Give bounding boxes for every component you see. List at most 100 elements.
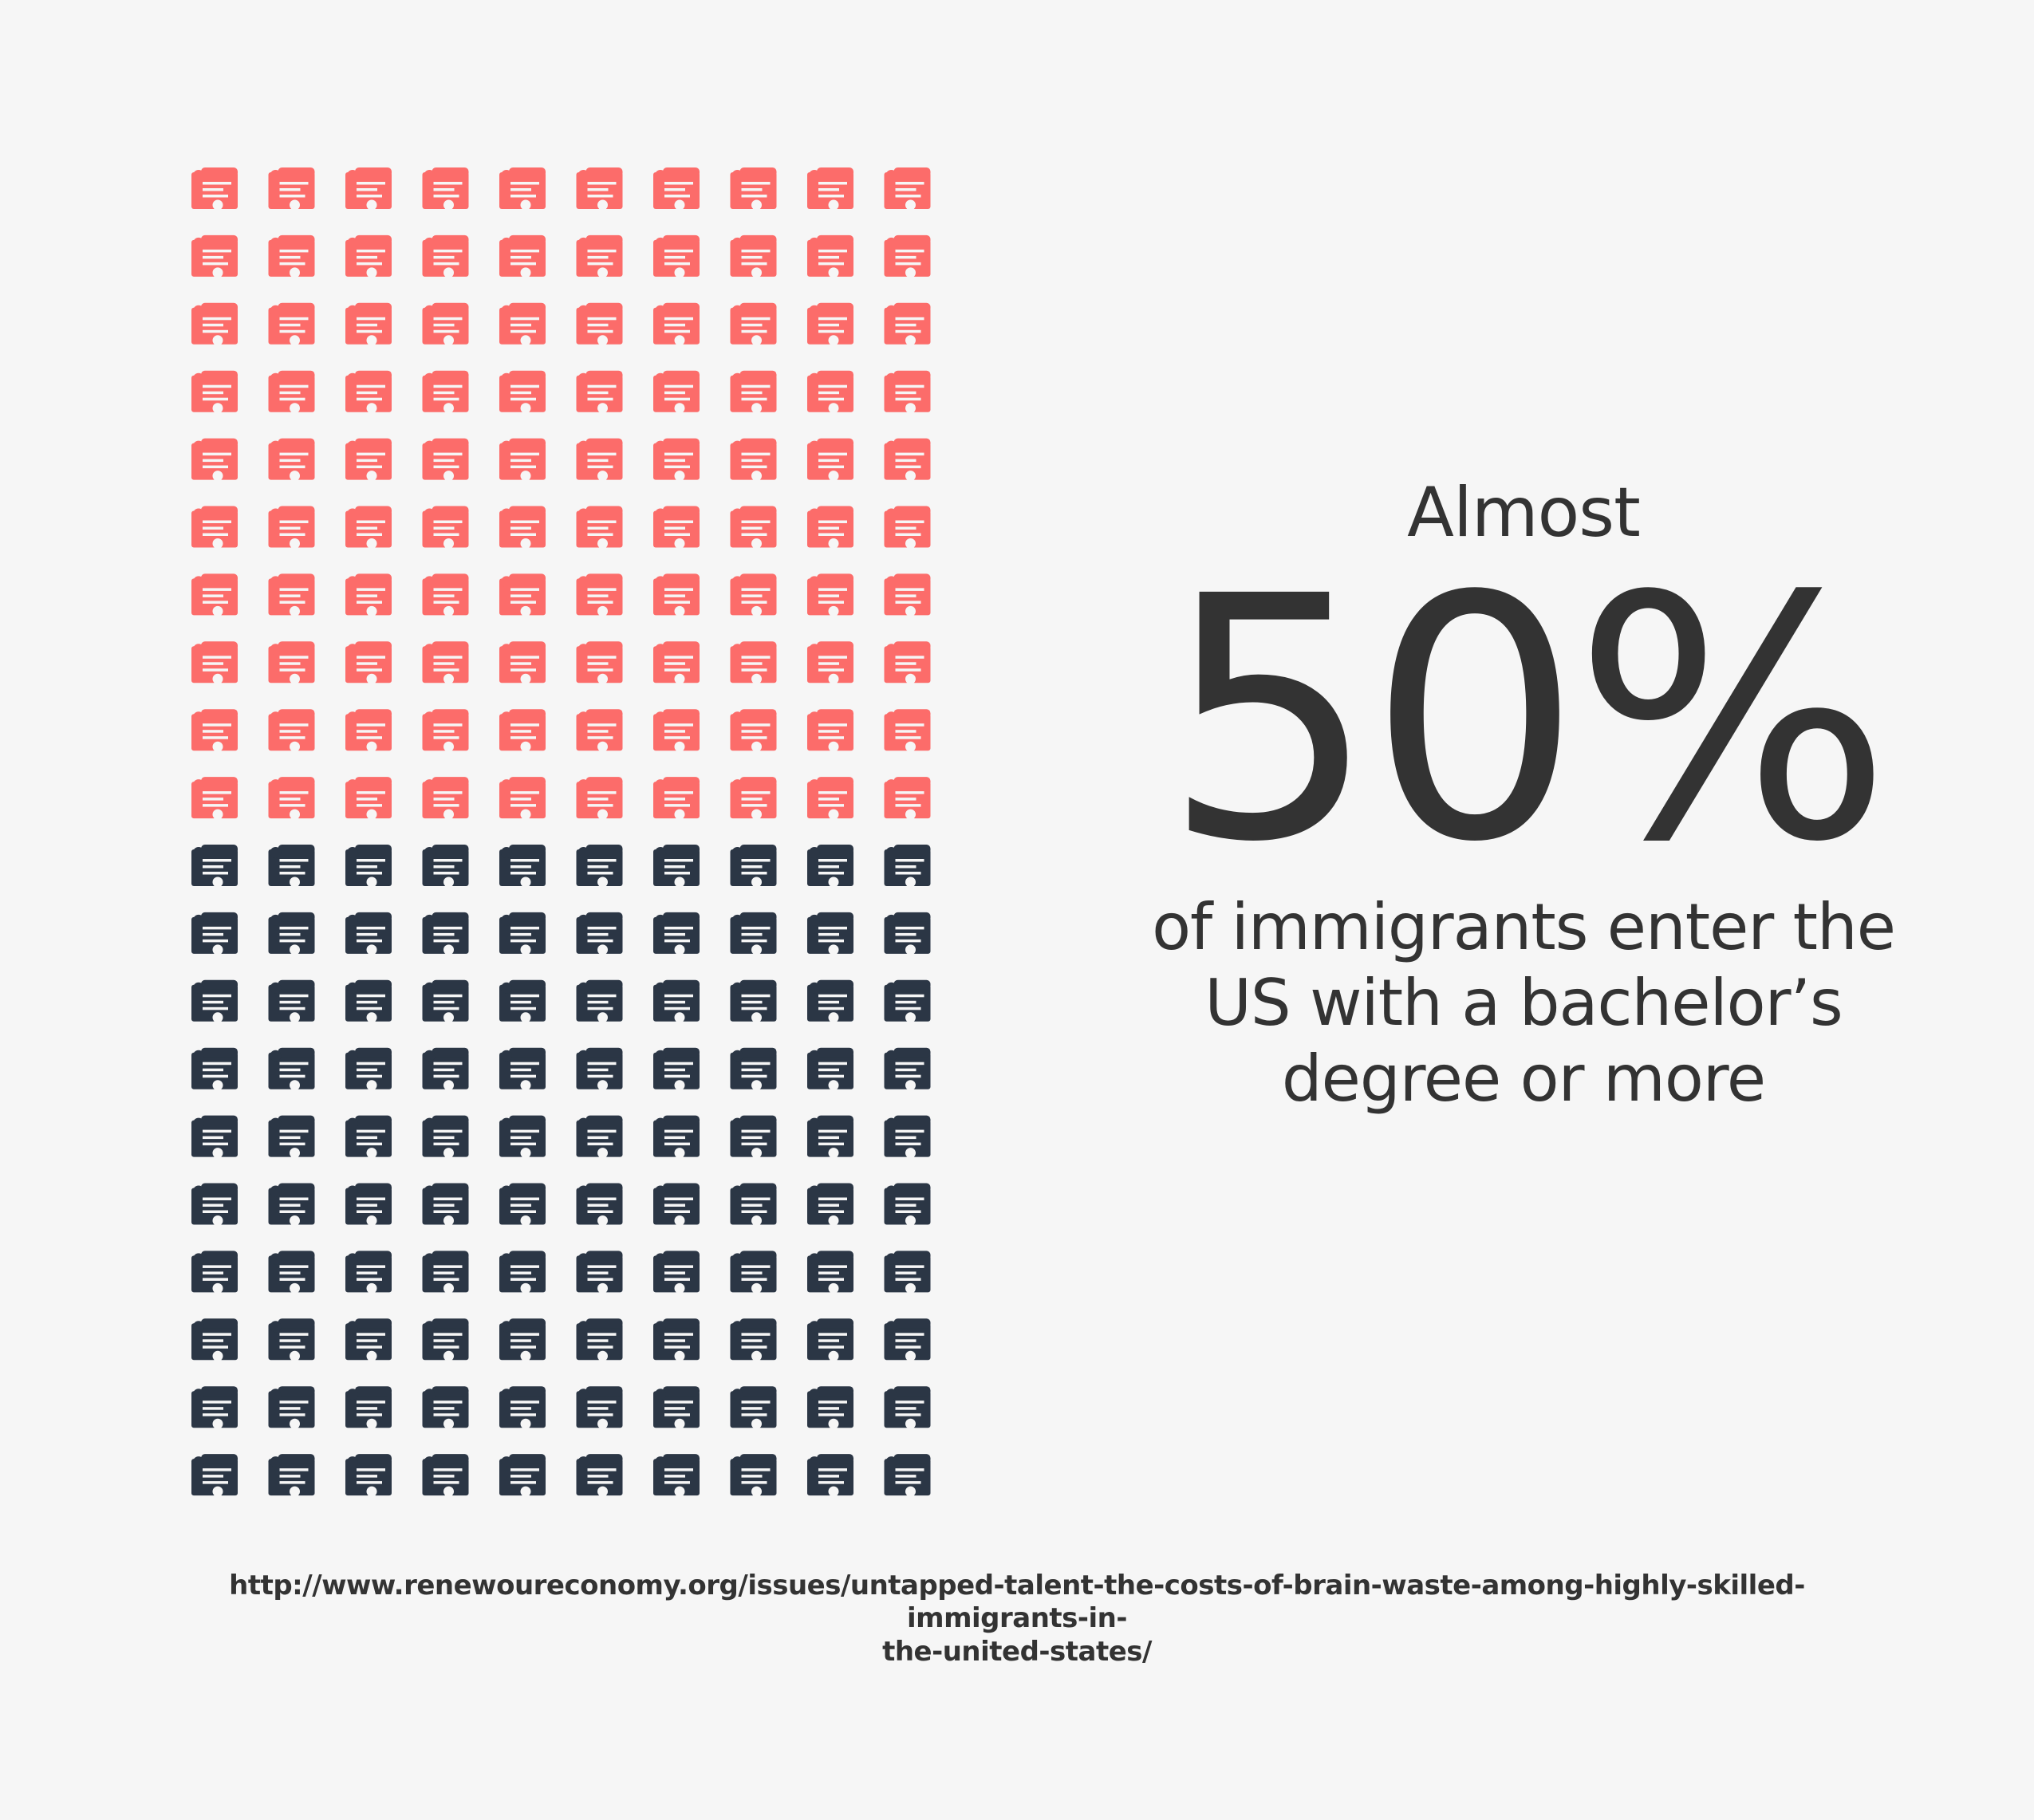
highlighted-diploma-icon [422, 302, 469, 351]
base-diploma-icon [191, 1047, 238, 1096]
waffle-chart [191, 167, 931, 1503]
base-diploma-icon [653, 1318, 700, 1367]
highlighted-diploma-icon [268, 438, 315, 487]
base-diploma-icon [653, 979, 700, 1028]
base-diploma-icon [576, 1251, 623, 1299]
highlighted-diploma-icon [730, 573, 777, 622]
highlighted-diploma-icon [653, 234, 700, 283]
base-diploma-icon [268, 979, 315, 1028]
highlighted-diploma-icon [653, 506, 700, 554]
highlighted-diploma-icon [730, 167, 777, 215]
base-diploma-icon [422, 1047, 469, 1096]
base-diploma-icon [576, 1386, 623, 1435]
highlighted-diploma-icon [422, 573, 469, 622]
highlighted-diploma-icon [345, 438, 392, 487]
base-diploma-icon [191, 1115, 238, 1164]
base-diploma-icon [884, 979, 931, 1028]
base-diploma-icon [884, 1454, 931, 1503]
highlighted-diploma-icon [191, 302, 238, 351]
highlighted-diploma-icon [807, 438, 853, 487]
base-diploma-icon [422, 1183, 469, 1231]
base-diploma-icon [191, 912, 238, 960]
highlighted-diploma-icon [576, 573, 623, 622]
highlighted-diploma-icon [884, 234, 931, 283]
highlighted-diploma-icon [422, 777, 469, 825]
highlighted-diploma-icon [576, 777, 623, 825]
highlighted-diploma-icon [884, 777, 931, 825]
highlighted-diploma-icon [576, 641, 623, 690]
base-diploma-icon [268, 845, 315, 892]
base-diploma-icon [807, 1386, 853, 1435]
base-diploma-icon [807, 912, 853, 960]
highlighted-diploma-icon [730, 506, 777, 554]
highlighted-diploma-icon [499, 573, 546, 622]
base-diploma-icon [884, 912, 931, 960]
highlighted-diploma-icon [268, 709, 315, 758]
highlighted-diploma-icon [730, 234, 777, 283]
highlighted-diploma-icon [499, 370, 546, 419]
highlighted-diploma-icon [576, 167, 623, 215]
base-diploma-icon [499, 1047, 546, 1096]
highlighted-diploma-icon [499, 777, 546, 825]
highlighted-diploma-icon [653, 167, 700, 215]
highlighted-diploma-icon [268, 234, 315, 283]
base-diploma-icon [576, 912, 623, 960]
base-diploma-icon [807, 1047, 853, 1096]
base-diploma-icon [422, 845, 469, 892]
base-diploma-icon [807, 1318, 853, 1367]
base-diploma-icon [653, 912, 700, 960]
highlighted-diploma-icon [499, 709, 546, 758]
highlighted-diploma-icon [499, 641, 546, 690]
base-diploma-icon [345, 1251, 392, 1299]
base-diploma-icon [345, 1386, 392, 1435]
highlighted-diploma-icon [191, 641, 238, 690]
highlighted-diploma-icon [422, 370, 469, 419]
base-diploma-icon [422, 1386, 469, 1435]
base-diploma-icon [576, 979, 623, 1028]
highlighted-diploma-icon [576, 302, 623, 351]
highlighted-diploma-icon [422, 234, 469, 283]
base-diploma-icon [653, 1115, 700, 1164]
base-diploma-icon [576, 1115, 623, 1164]
highlighted-diploma-icon [268, 573, 315, 622]
base-diploma-icon [884, 1318, 931, 1367]
highlighted-diploma-icon [807, 573, 853, 622]
base-diploma-icon [268, 1047, 315, 1096]
highlighted-diploma-icon [884, 370, 931, 419]
base-diploma-icon [499, 979, 546, 1028]
base-diploma-icon [653, 1251, 700, 1299]
base-diploma-icon [499, 1251, 546, 1299]
highlighted-diploma-icon [422, 167, 469, 215]
highlighted-diploma-icon [884, 641, 931, 690]
highlighted-diploma-icon [653, 370, 700, 419]
highlighted-diploma-icon [884, 709, 931, 758]
highlighted-diploma-icon [884, 302, 931, 351]
highlighted-diploma-icon [345, 506, 392, 554]
base-diploma-icon [268, 1318, 315, 1367]
highlighted-diploma-icon [653, 302, 700, 351]
base-diploma-icon [345, 1115, 392, 1164]
highlighted-diploma-icon [807, 709, 853, 758]
highlighted-diploma-icon [499, 438, 546, 487]
base-diploma-icon [268, 1115, 315, 1164]
highlighted-diploma-icon [345, 777, 392, 825]
base-diploma-icon [576, 1183, 623, 1231]
highlighted-diploma-icon [884, 167, 931, 215]
base-diploma-icon [730, 1454, 777, 1503]
base-diploma-icon [499, 912, 546, 960]
highlighted-diploma-icon [191, 777, 238, 825]
base-diploma-icon [345, 1047, 392, 1096]
base-diploma-icon [422, 1115, 469, 1164]
highlighted-diploma-icon [730, 777, 777, 825]
base-diploma-icon [268, 1183, 315, 1231]
highlighted-diploma-icon [268, 641, 315, 690]
base-diploma-icon [191, 1454, 238, 1503]
base-diploma-icon [422, 912, 469, 960]
highlighted-diploma-icon [191, 234, 238, 283]
highlighted-diploma-icon [268, 506, 315, 554]
base-diploma-icon [884, 1183, 931, 1231]
highlighted-diploma-icon [191, 506, 238, 554]
highlighted-diploma-icon [653, 573, 700, 622]
highlighted-diploma-icon [730, 641, 777, 690]
